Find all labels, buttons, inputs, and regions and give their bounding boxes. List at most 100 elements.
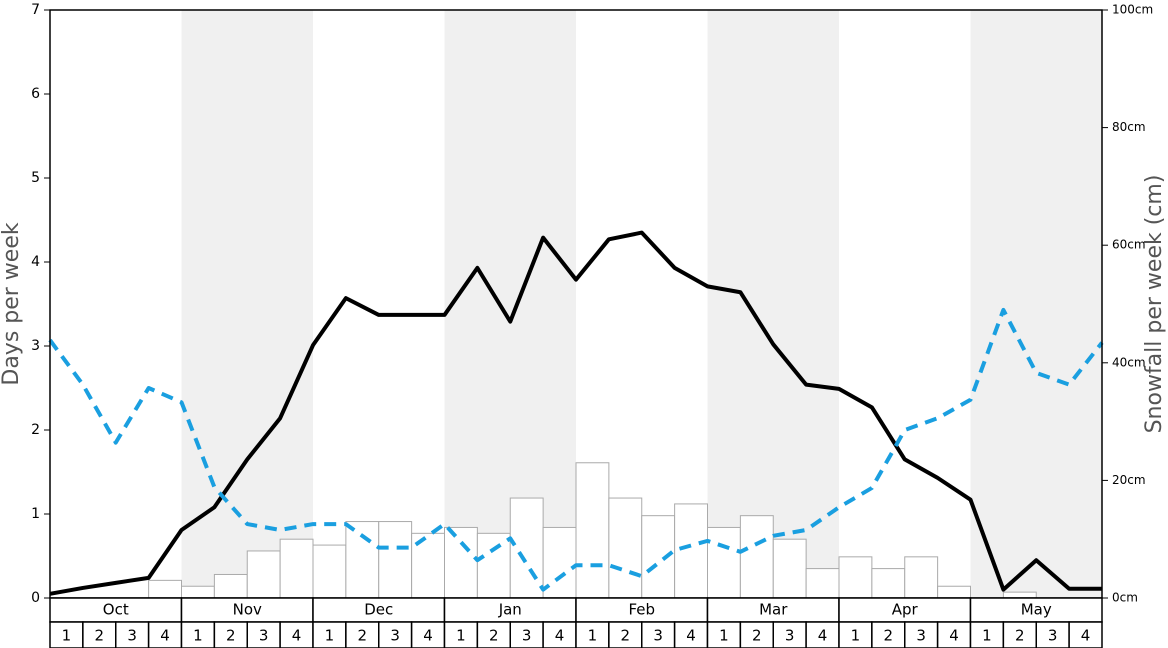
x-tick-label: 2 bbox=[226, 627, 236, 645]
y-tick-label: 6 bbox=[31, 86, 40, 102]
x-tick-label: 1 bbox=[982, 627, 992, 645]
y2-tick-label: 80cm bbox=[1112, 120, 1146, 134]
month-shade bbox=[181, 10, 313, 598]
snowfall-bar bbox=[444, 526, 478, 599]
x-tick-label: 2 bbox=[489, 627, 499, 645]
week-cell bbox=[608, 621, 643, 648]
snowfall-bar bbox=[345, 521, 380, 599]
week-cell bbox=[279, 621, 314, 648]
x-tick-label: 4 bbox=[818, 627, 828, 645]
y-tick-label: 5 bbox=[31, 170, 40, 186]
y-tick-label: 7 bbox=[31, 2, 40, 18]
x-tick-label: 1 bbox=[325, 627, 335, 645]
month-cell bbox=[706, 597, 840, 623]
snowfall-bar bbox=[148, 579, 182, 599]
month-label: Apr bbox=[892, 601, 919, 619]
x-tick-label: 1 bbox=[719, 627, 729, 645]
x-tick-label: 2 bbox=[621, 627, 631, 645]
month-label: Oct bbox=[103, 601, 129, 619]
x-tick-label: 1 bbox=[62, 627, 72, 645]
snowfall-bar bbox=[279, 538, 314, 599]
month-label: Mar bbox=[759, 601, 788, 619]
x-tick-label: 3 bbox=[390, 627, 400, 645]
snowfall-bar bbox=[509, 497, 544, 599]
week-cell bbox=[1068, 621, 1103, 648]
week-cell bbox=[739, 621, 774, 648]
y2-tick-label: 40cm bbox=[1112, 355, 1146, 369]
month-label: May bbox=[1021, 601, 1052, 619]
snowfall-bar bbox=[674, 503, 708, 599]
snowfall-bar bbox=[1002, 591, 1037, 599]
week-cell bbox=[410, 621, 446, 648]
x-tick-label: 1 bbox=[193, 627, 203, 645]
x-tick-label: 3 bbox=[653, 627, 663, 645]
days-line bbox=[48, 307, 1104, 592]
month-shade bbox=[707, 10, 839, 598]
month-cell bbox=[969, 597, 1103, 623]
month-label: Feb bbox=[628, 601, 655, 619]
x-tick-label: 2 bbox=[95, 627, 105, 645]
snowfall-bar bbox=[641, 515, 676, 599]
y-tick-label: 0 bbox=[31, 590, 40, 606]
month-label: Nov bbox=[233, 601, 262, 619]
week-cell bbox=[969, 621, 1005, 648]
snowfall-bar bbox=[739, 515, 774, 599]
y2-tick-label: 60cm bbox=[1112, 238, 1146, 252]
x-tick-label: 3 bbox=[785, 627, 795, 645]
week-cell bbox=[246, 621, 281, 648]
x-tick-label: 4 bbox=[292, 627, 302, 645]
snowfall-bar bbox=[707, 526, 741, 599]
y2-tick-label: 100cm bbox=[1112, 3, 1153, 17]
x-tick-label: 4 bbox=[555, 627, 565, 645]
x-tick-label: 2 bbox=[1015, 627, 1025, 645]
days-line bbox=[49, 230, 1102, 596]
snowfall-bar bbox=[871, 568, 906, 599]
x-tick-label: 1 bbox=[588, 627, 598, 645]
x-tick-label: 3 bbox=[127, 627, 137, 645]
y-tick-label: 4 bbox=[31, 254, 40, 270]
snowfall-bar bbox=[805, 568, 840, 599]
week-cell bbox=[805, 621, 840, 648]
week-cell bbox=[871, 621, 906, 648]
x-tick-label: 4 bbox=[160, 627, 170, 645]
snowfall-bar bbox=[246, 550, 281, 599]
snowfall-bar bbox=[312, 544, 347, 599]
x-tick-label: 2 bbox=[752, 627, 762, 645]
snowfall-bar bbox=[838, 556, 873, 599]
x-tick-label: 4 bbox=[949, 627, 959, 645]
y2-tick-label: 0cm bbox=[1112, 591, 1138, 605]
x-tick-label: 4 bbox=[686, 627, 696, 645]
month-cell bbox=[180, 597, 314, 623]
month-shade bbox=[970, 10, 1102, 598]
snowfall-bar bbox=[772, 538, 807, 599]
snowfall-bar bbox=[181, 585, 215, 599]
y2-tick-label: 20cm bbox=[1112, 473, 1146, 487]
snowfall-bar bbox=[213, 573, 248, 599]
snowfall-bar bbox=[937, 585, 971, 599]
y2-axis-label: Snowfall per week (cm) bbox=[1142, 175, 1167, 434]
snowfall-bar bbox=[904, 556, 939, 599]
week-cell bbox=[542, 621, 577, 648]
week-cell bbox=[575, 621, 610, 648]
snowfall-bar bbox=[476, 532, 511, 599]
week-cell bbox=[1035, 621, 1070, 648]
snowfall-bar bbox=[575, 462, 610, 599]
x-tick-label: 2 bbox=[884, 627, 894, 645]
week-cell bbox=[904, 621, 939, 648]
x-tick-label: 3 bbox=[1048, 627, 1058, 645]
y-axis-label: Days per week bbox=[0, 222, 24, 385]
week-cell bbox=[49, 621, 84, 648]
y-tick-label: 3 bbox=[31, 338, 40, 354]
month-label: Dec bbox=[364, 601, 393, 619]
snowfall-bar bbox=[608, 497, 643, 599]
week-cell bbox=[772, 621, 807, 648]
x-tick-label: 2 bbox=[358, 627, 368, 645]
week-cell bbox=[115, 621, 150, 648]
snowfall-bar bbox=[378, 521, 413, 599]
x-tick-label: 4 bbox=[1081, 627, 1091, 645]
x-tick-label: 3 bbox=[522, 627, 532, 645]
month-cell bbox=[838, 597, 972, 623]
x-tick-label: 1 bbox=[851, 627, 861, 645]
x-tick-label: 4 bbox=[423, 627, 433, 645]
